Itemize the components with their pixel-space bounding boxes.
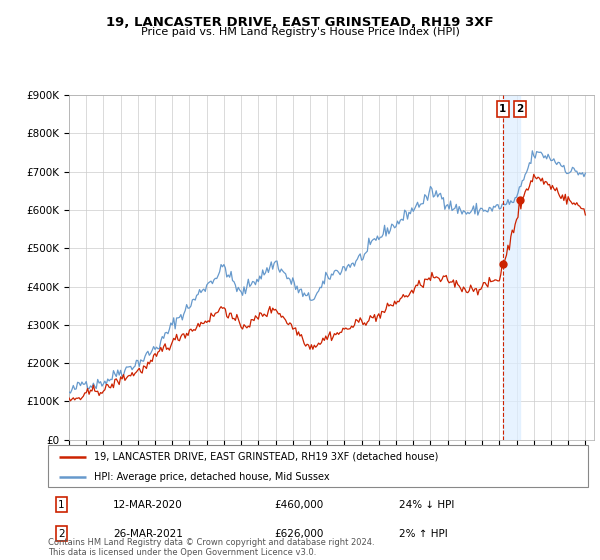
Text: 19, LANCASTER DRIVE, EAST GRINSTEAD, RH19 3XF (detached house): 19, LANCASTER DRIVE, EAST GRINSTEAD, RH1… (94, 452, 438, 462)
FancyBboxPatch shape (48, 445, 588, 487)
Text: 19, LANCASTER DRIVE, EAST GRINSTEAD, RH19 3XF: 19, LANCASTER DRIVE, EAST GRINSTEAD, RH1… (106, 16, 494, 29)
Text: Contains HM Land Registry data © Crown copyright and database right 2024.
This d: Contains HM Land Registry data © Crown c… (48, 538, 374, 557)
Text: 24% ↓ HPI: 24% ↓ HPI (399, 500, 454, 510)
Text: 26-MAR-2021: 26-MAR-2021 (113, 529, 182, 539)
Text: 2% ↑ HPI: 2% ↑ HPI (399, 529, 448, 539)
Text: £460,000: £460,000 (275, 500, 324, 510)
Text: Price paid vs. HM Land Registry's House Price Index (HPI): Price paid vs. HM Land Registry's House … (140, 27, 460, 37)
Bar (503, 95, 520, 440)
Text: £626,000: £626,000 (275, 529, 324, 539)
Text: 1: 1 (499, 104, 506, 114)
Text: 2: 2 (58, 529, 65, 539)
Text: 1: 1 (58, 500, 65, 510)
Text: 2: 2 (517, 104, 524, 114)
Text: HPI: Average price, detached house, Mid Sussex: HPI: Average price, detached house, Mid … (94, 472, 329, 482)
Text: 12-MAR-2020: 12-MAR-2020 (113, 500, 182, 510)
